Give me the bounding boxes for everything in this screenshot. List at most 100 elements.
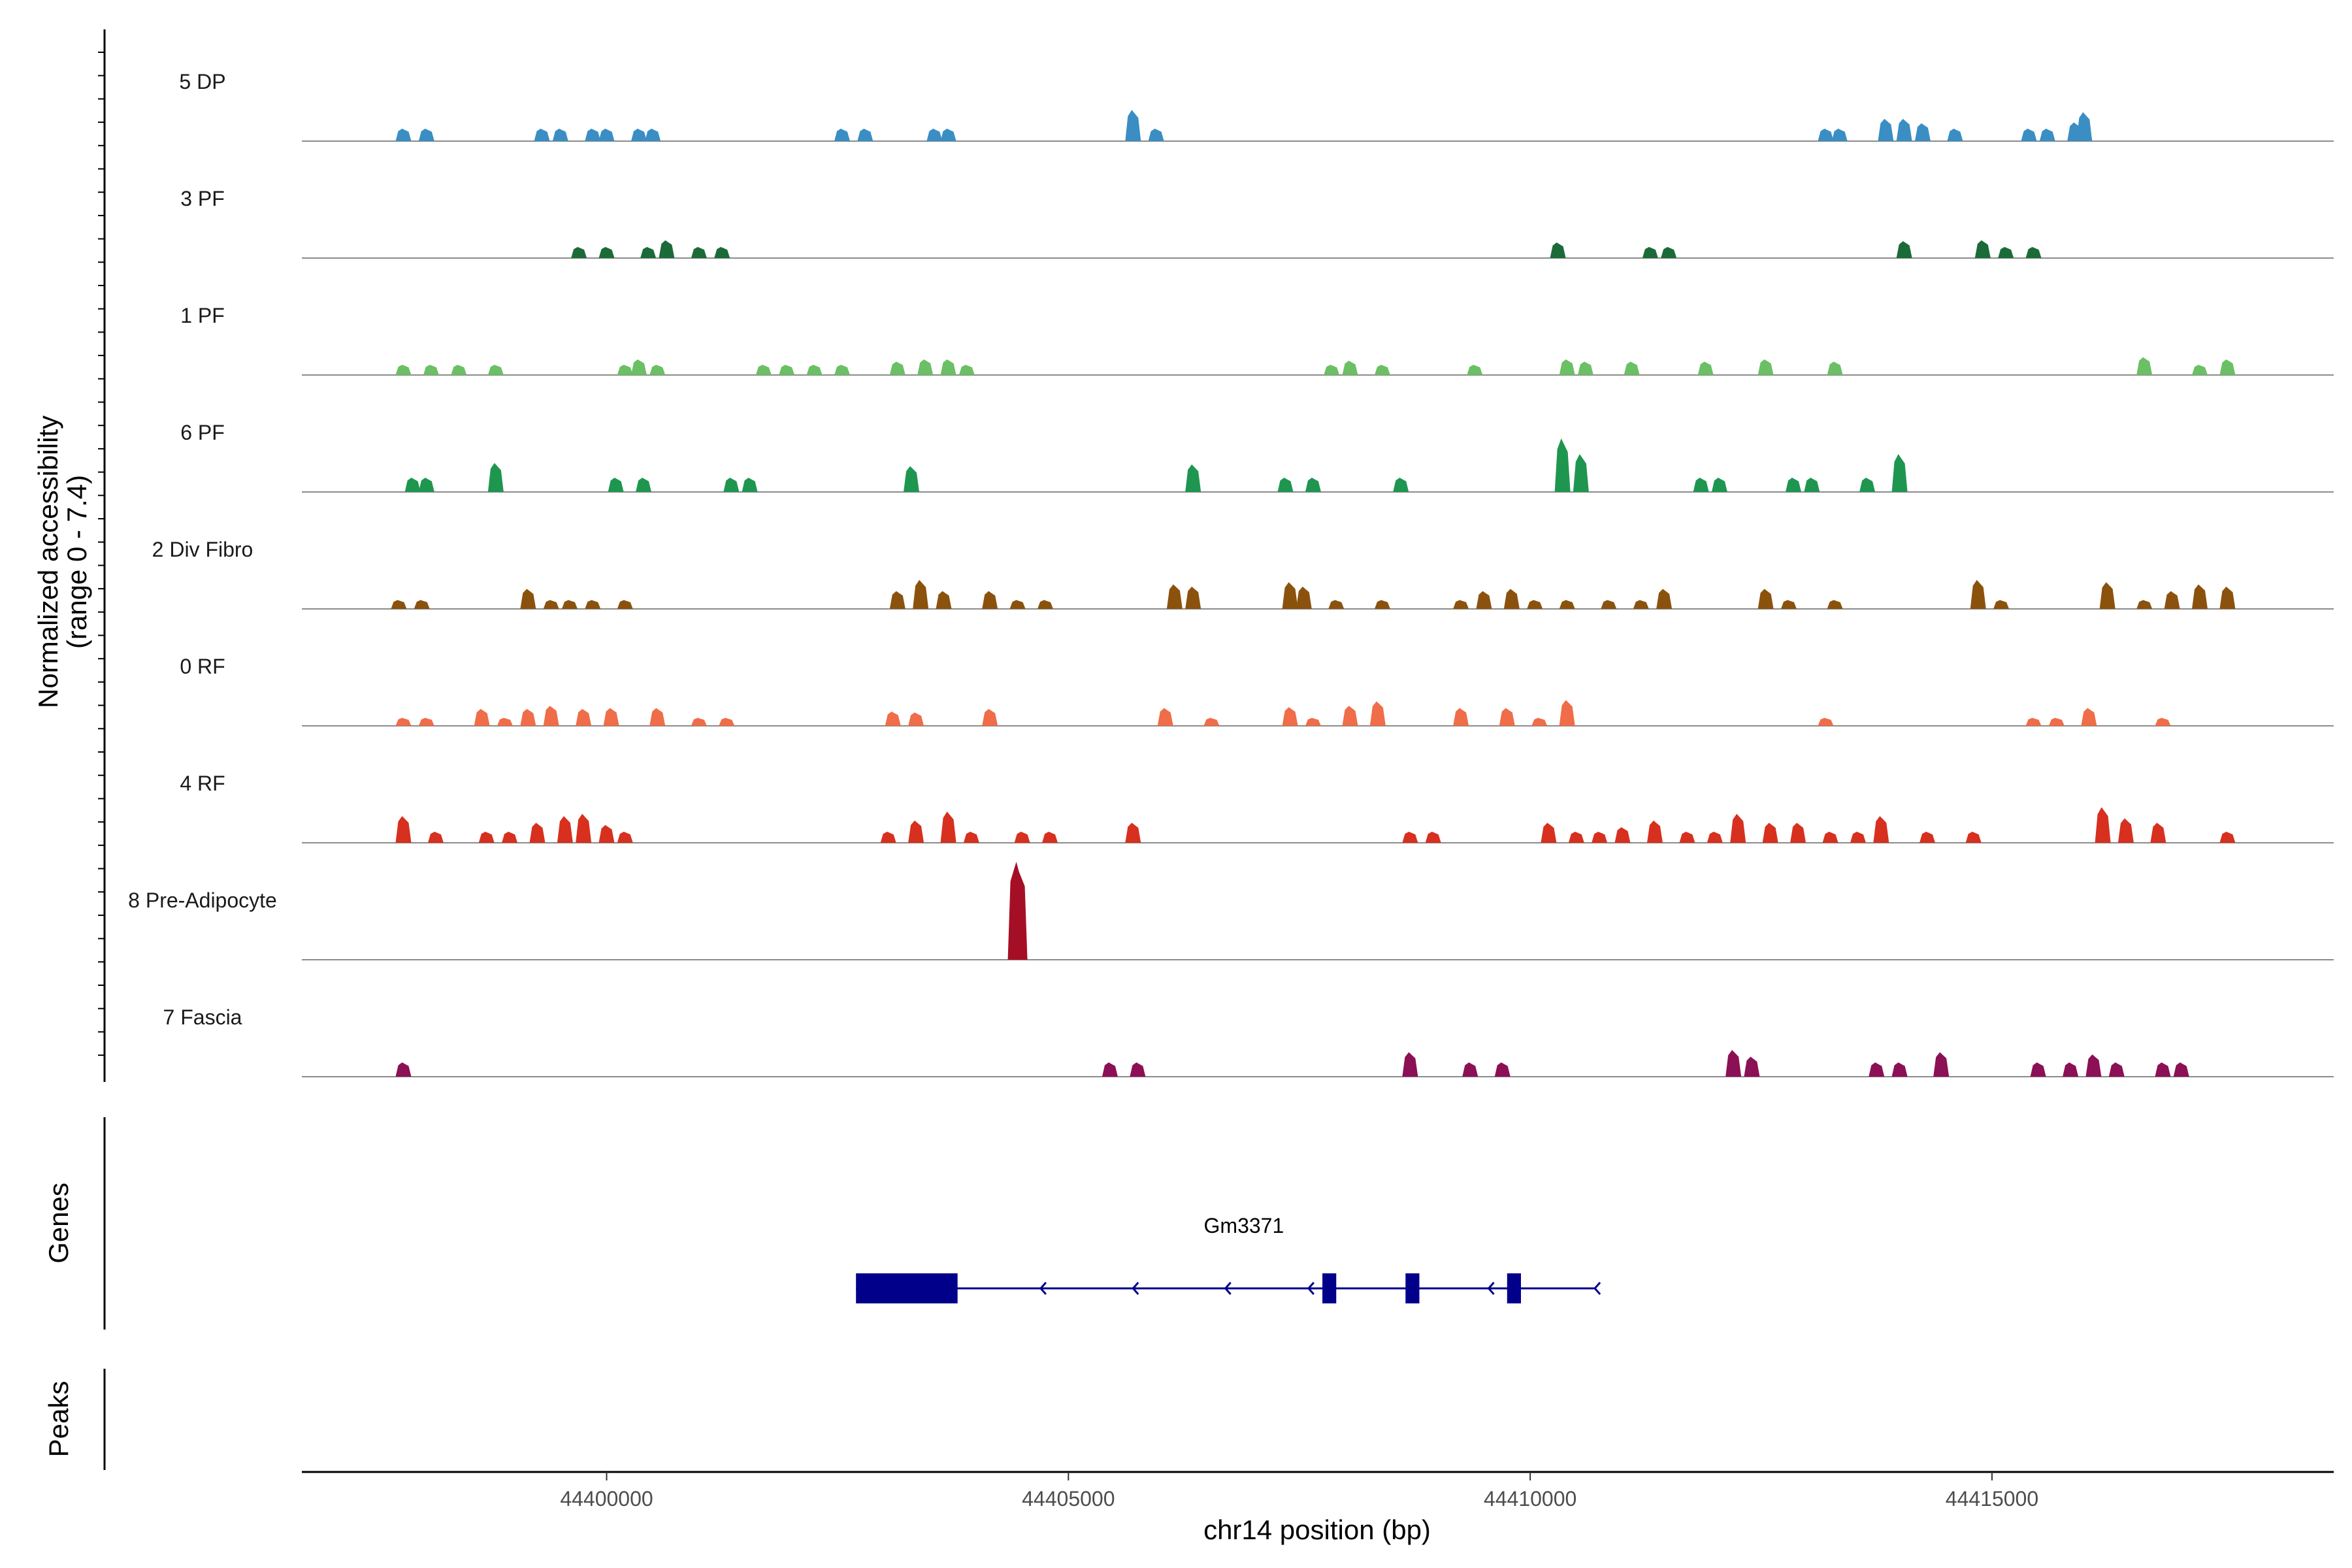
coverage-peak	[1531, 717, 1548, 726]
coverage-peak	[423, 365, 439, 375]
coverage-peak	[1125, 110, 1141, 141]
coverage-peak	[1697, 361, 1714, 375]
coverage-peak	[1827, 600, 1843, 609]
coverage-peak	[857, 128, 874, 141]
x-tick-label: 44415000	[1946, 1487, 2038, 1511]
track-6-pf: 6 PF	[180, 421, 2334, 493]
coverage-peak	[395, 128, 412, 141]
coverage-peak	[404, 478, 421, 492]
coverage-peak	[2108, 1062, 2125, 1077]
coverage-peak	[1102, 1062, 1118, 1077]
coverage-peak	[543, 600, 559, 609]
gene-track: Gm3371	[856, 1214, 1601, 1303]
coverage-peak	[520, 709, 536, 726]
y-axis-title-line-1: Normalized accessibility	[33, 416, 63, 708]
coverage-peak	[1633, 600, 1649, 609]
coverage-peak	[487, 463, 504, 492]
coverage-peak	[2030, 1062, 2046, 1077]
coverage-peak	[1277, 478, 1294, 492]
coverage-peak	[543, 706, 559, 726]
coverage-peak	[1282, 582, 1298, 609]
coverage-peak	[1185, 464, 1201, 492]
track-label: 0 RF	[180, 655, 225, 678]
coverage-peak	[1679, 831, 1695, 843]
coverage-peak	[1656, 589, 1673, 609]
coverage-tracks: 5 DP 3 PF 1 PF 6 PF 2 Div Fibro 0 RF 4 RF 8 Pre…	[128, 70, 2334, 1077]
coverage-peak	[936, 591, 952, 609]
coverage-peak	[502, 831, 518, 843]
coverage-peak	[1614, 827, 1631, 843]
coverage-peak	[1873, 816, 1889, 843]
coverage-peak	[2136, 357, 2153, 375]
coverage-peak	[630, 359, 647, 375]
coverage-peak	[598, 246, 615, 258]
coverage-peak	[2048, 717, 2065, 726]
coverage-peak	[1869, 1062, 1885, 1077]
coverage-peak	[1831, 128, 1848, 141]
coverage-peak	[1725, 1050, 1742, 1077]
coverage-peak	[917, 359, 934, 375]
coverage-peak	[1527, 600, 1543, 609]
coverage-peak	[1693, 478, 1709, 492]
strand-arrow	[1224, 1282, 1232, 1295]
coverage-peak	[1859, 478, 1876, 492]
coverage-peak	[1282, 707, 1298, 726]
coverage-peak	[834, 365, 850, 375]
coverage-peak	[1993, 600, 2010, 609]
coverage-peak	[940, 128, 956, 141]
track-5-dp: 5 DP	[179, 70, 2334, 142]
x-tick-label: 44410000	[1484, 1487, 1576, 1511]
coverage-peak	[1757, 359, 1774, 375]
coverage-peak	[418, 478, 434, 492]
coverage-peak	[2219, 359, 2236, 375]
coverage-peak	[1757, 589, 1774, 609]
track-label: 2 Div Fibro	[152, 538, 253, 561]
coverage-peak	[889, 361, 906, 375]
coverage-peak	[2095, 807, 2111, 843]
coverage-peak	[940, 359, 956, 375]
coverage-peak	[1402, 1052, 1418, 1077]
track-label: 1 PF	[180, 304, 225, 327]
coverage-peak	[963, 831, 979, 843]
coverage-peak	[904, 466, 919, 492]
coverage-peak	[1891, 1062, 1908, 1077]
y-axis-title: Normalized accessibility (range 0 - 7.4)	[33, 416, 92, 708]
coverage-peak	[2192, 584, 2208, 609]
coverage-peak	[1970, 580, 1986, 609]
coverage-peak	[1324, 365, 1340, 375]
coverage-peak	[1624, 361, 1640, 375]
coverage-peak	[1896, 118, 1912, 141]
coverage-peak	[598, 128, 615, 141]
coverage-peak	[1014, 831, 1030, 843]
coverage-peak	[1577, 361, 1593, 375]
track-label: 7 Fascia	[163, 1005, 242, 1029]
coverage-peak	[1157, 708, 1173, 726]
coverage-peak	[1711, 478, 1727, 492]
coverage-peak	[636, 478, 652, 492]
coverage-peak	[585, 128, 601, 141]
coverage-peak	[520, 589, 536, 609]
coverage-peak	[1642, 246, 1658, 258]
coverage-peak	[2164, 591, 2180, 609]
coverage-peak	[1369, 701, 1386, 726]
coverage-peak	[1166, 584, 1183, 609]
coverage-peak	[1462, 1062, 1478, 1077]
coverage-peak	[2192, 365, 2208, 375]
coverage-peak	[913, 580, 929, 609]
coverage-peak	[1568, 831, 1584, 843]
x-axis-ticks: 44400000 44405000 44410000 44415000	[560, 1472, 2038, 1511]
coverage-peak	[1891, 454, 1908, 492]
coverage-peak	[2155, 717, 2171, 726]
coverage-peak	[451, 365, 467, 375]
coverage-peak	[714, 246, 730, 258]
coverage-peak	[617, 365, 633, 375]
coverage-peak	[608, 478, 624, 492]
track-4-rf: 4 RF	[180, 772, 2334, 843]
coverage-peak	[2025, 717, 2042, 726]
gene-exon	[856, 1273, 958, 1303]
coverage-peak	[2076, 112, 2093, 141]
coverage-peak	[1130, 1062, 1146, 1077]
coverage-peak	[1878, 118, 1894, 141]
coverage-peak	[1037, 600, 1053, 609]
